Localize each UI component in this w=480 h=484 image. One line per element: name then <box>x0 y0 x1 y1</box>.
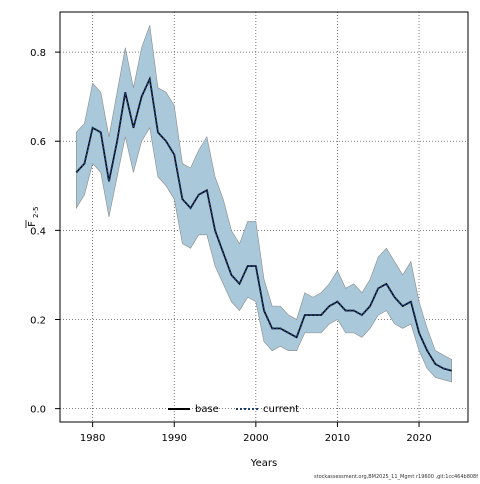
series-line-current <box>75 75 452 372</box>
y-tick-label: 0.0 <box>30 405 46 416</box>
x-tick-label: 2020 <box>406 433 431 444</box>
y-axis-title: F 2-5 <box>25 207 40 228</box>
y-tick-label: 0.4 <box>30 226 46 237</box>
confidence-band <box>76 25 452 383</box>
legend-current-label: current <box>263 404 299 415</box>
y-axis-title-sub: 2-5 <box>32 207 40 218</box>
y-axis-title-main: F <box>27 221 38 227</box>
x-axis-title: Years <box>250 458 277 469</box>
x-tick-label: 2010 <box>325 433 350 444</box>
y-tick-label: 0.6 <box>30 137 46 148</box>
legend-base-label: base <box>195 404 219 415</box>
y-tick-label: 0.2 <box>30 316 46 327</box>
x-axis: 1980 1990 2000 2010 2020 <box>80 422 432 444</box>
y-axis: 0.0 0.2 0.4 0.6 0.8 <box>30 48 60 416</box>
x-tick-label: 2000 <box>243 433 268 444</box>
y-tick-label: 0.8 <box>30 48 46 59</box>
series-lines <box>75 75 452 372</box>
footer-text: stockassessment.org,BM2025_11_Mgmt r1960… <box>314 474 478 480</box>
x-tick-label: 1990 <box>162 433 187 444</box>
plot-frame <box>59 11 469 423</box>
x-tick-label: 1980 <box>80 433 105 444</box>
legend: base current <box>168 404 299 415</box>
